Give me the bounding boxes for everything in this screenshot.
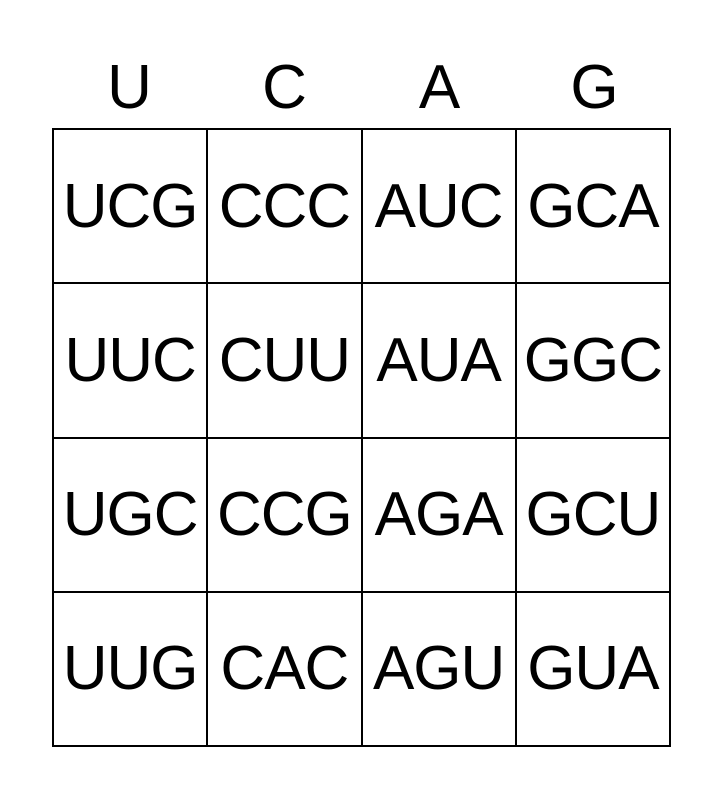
bingo-cell[interactable]: CCG [207,437,362,592]
bingo-cell[interactable]: UCG [53,129,208,284]
bingo-cell[interactable]: CUU [207,283,362,438]
bingo-cell[interactable]: GGC [515,283,670,438]
bingo-header: U C A G [52,52,672,124]
header-letter: C [262,53,307,122]
header-letter: U [107,53,152,122]
bingo-cell[interactable]: AUC [361,129,516,284]
bingo-cell[interactable]: AGA [361,437,516,592]
bingo-cell[interactable]: AGU [361,591,516,746]
bingo-cell[interactable]: UUC [53,283,208,438]
bingo-cell[interactable]: UGC [53,437,208,592]
header-letter: A [418,53,461,122]
bingo-cell[interactable]: CCC [207,129,362,284]
bingo-cell[interactable]: CAC [207,591,362,746]
header-letter: G [570,53,619,122]
bingo-cell[interactable]: GUA [515,591,670,746]
bingo-cell[interactable]: AUA [361,283,516,438]
bingo-cell[interactable]: GCA [515,129,670,284]
bingo-cell[interactable]: GCU [515,437,670,592]
bingo-grid: UCG CCC AUC GCA UUC CUU AUA GGC UGC CCG … [52,128,671,747]
bingo-cell[interactable]: UUG [53,591,208,746]
